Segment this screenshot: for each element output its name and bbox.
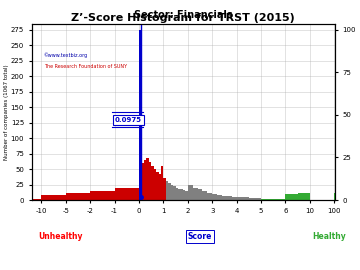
Bar [163,178,166,200]
Bar [188,184,193,200]
Y-axis label: Number of companies (1067 total): Number of companies (1067 total) [4,64,9,160]
Bar [156,172,158,200]
Bar [171,184,173,200]
Bar [334,193,335,200]
Bar [139,30,141,200]
Bar [144,160,146,200]
Text: 0.0975: 0.0975 [114,117,141,123]
Bar [237,197,249,200]
Bar [298,193,310,200]
Bar [166,181,168,200]
Text: Healthy: Healthy [312,232,346,241]
Bar [32,199,41,200]
Bar [146,158,149,200]
Bar [193,188,198,200]
Bar [161,166,163,200]
Bar [149,162,151,200]
Bar [158,174,161,200]
Bar [227,196,232,200]
Text: ©www.textbiz.org: ©www.textbiz.org [44,52,88,58]
Bar [41,195,66,200]
Bar [114,188,139,200]
Text: Sector: Financials: Sector: Financials [134,10,233,20]
Bar [212,194,217,200]
Bar [261,199,273,200]
Bar [185,191,188,200]
Text: The Research Foundation of SUNY: The Research Foundation of SUNY [44,64,127,69]
Bar [168,183,171,200]
Bar [217,195,222,200]
Bar [173,186,176,200]
Bar [151,166,154,200]
Bar [180,190,183,200]
Bar [141,163,144,200]
Bar [198,189,202,200]
Bar [202,191,207,200]
Bar [249,198,261,200]
Bar [176,188,178,200]
Bar [178,189,180,200]
Bar [154,169,156,200]
Bar [232,197,237,200]
Bar [285,194,298,200]
Bar [66,193,90,200]
Bar [183,190,185,200]
Bar [90,191,114,200]
Bar [273,199,285,200]
Text: Score: Score [188,232,212,241]
Bar [207,193,212,200]
Bar [222,196,227,200]
Title: Z’-Score Histogram for TRST (2015): Z’-Score Histogram for TRST (2015) [71,13,295,23]
Text: Unhealthy: Unhealthy [39,232,83,241]
